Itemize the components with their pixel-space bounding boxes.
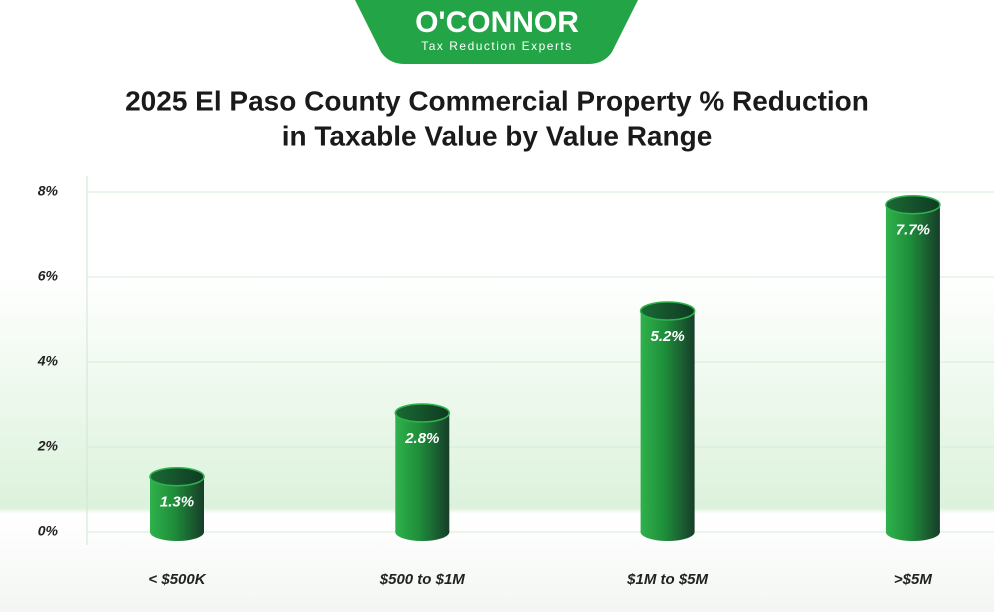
logo-name: O'CONNOR (415, 6, 579, 39)
chart-title: in Taxable Value by Value Range (282, 120, 713, 151)
value-label: 7.7% (896, 222, 930, 239)
value-label: 1.3% (160, 494, 194, 511)
x-tick-label: >$5M (894, 571, 932, 588)
bar-top (639, 301, 696, 321)
x-tick-label: < $500K (148, 571, 206, 588)
chart-title: 2025 El Paso County Commercial Property … (125, 85, 869, 116)
bar (640, 311, 695, 532)
y-tick-label: 2% (37, 438, 59, 454)
x-tick-label: $1M to $5M (626, 571, 708, 588)
y-tick-label: 6% (38, 268, 59, 284)
y-tick-label: 4% (37, 353, 59, 369)
bar-top (885, 195, 941, 215)
bar (395, 413, 450, 532)
bar-top (149, 467, 205, 487)
logo-tagline: Tax Reduction Experts (421, 39, 573, 53)
logo-badge (355, 0, 638, 64)
bar (885, 204, 940, 532)
value-label: 5.2% (650, 328, 684, 345)
x-tick-label: $500 to $1M (379, 571, 466, 588)
bar-top (394, 403, 451, 423)
y-tick-label: 0% (38, 523, 59, 539)
value-label: 2.8% (404, 430, 439, 447)
y-tick-label: 8% (38, 183, 59, 199)
